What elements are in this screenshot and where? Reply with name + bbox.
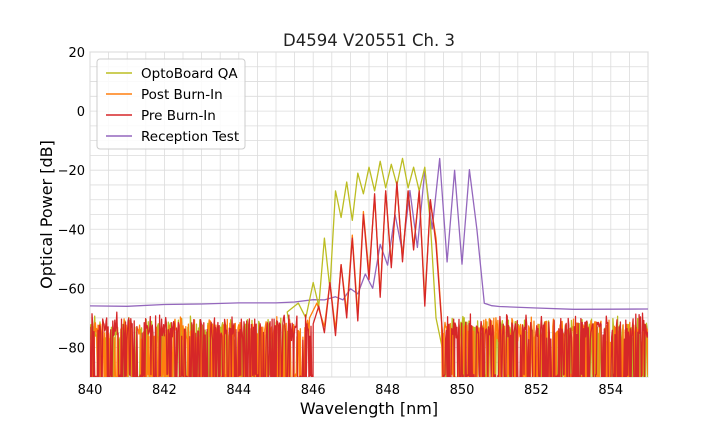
y-tick-label: 20 bbox=[68, 46, 85, 61]
y-tick-label: −20 bbox=[58, 164, 85, 179]
x-axis-label: Wavelength [nm] bbox=[300, 399, 438, 418]
legend-label: Post Burn-In bbox=[141, 87, 223, 103]
legend-label: Pre Burn-In bbox=[141, 108, 216, 124]
x-tick-label: 850 bbox=[450, 383, 475, 398]
x-tick-label: 848 bbox=[375, 383, 400, 398]
x-tick-label: 854 bbox=[598, 383, 623, 398]
chart-title: D4594 V20551 Ch. 3 bbox=[283, 31, 455, 50]
series-line-reception-test bbox=[90, 157, 648, 310]
y-tick-label: −60 bbox=[58, 282, 85, 297]
series-group bbox=[90, 157, 648, 377]
x-tick-label: 844 bbox=[226, 383, 251, 398]
legend: OptoBoard QA Post Burn-In Pre Burn-In Recep… bbox=[96, 58, 246, 150]
tick-labels: 840 842 844 846 848 850 852 854 20 0 −20 −40 −60 −80 bbox=[58, 46, 624, 398]
y-axis-label: Optical Power [dB] bbox=[37, 140, 56, 289]
y-tick-label: −80 bbox=[58, 341, 85, 356]
x-tick-label: 846 bbox=[301, 383, 326, 398]
y-tick-label: −40 bbox=[58, 223, 85, 238]
y-tick-label: 0 bbox=[77, 105, 85, 120]
x-tick-label: 842 bbox=[152, 383, 177, 398]
legend-box bbox=[96, 58, 246, 150]
series-line-pre-burn-in bbox=[90, 181, 648, 377]
x-tick-label: 852 bbox=[524, 383, 549, 398]
legend-label: OptoBoard QA bbox=[141, 66, 238, 82]
legend-label: Reception Test bbox=[141, 129, 239, 145]
x-tick-label: 840 bbox=[78, 383, 103, 398]
